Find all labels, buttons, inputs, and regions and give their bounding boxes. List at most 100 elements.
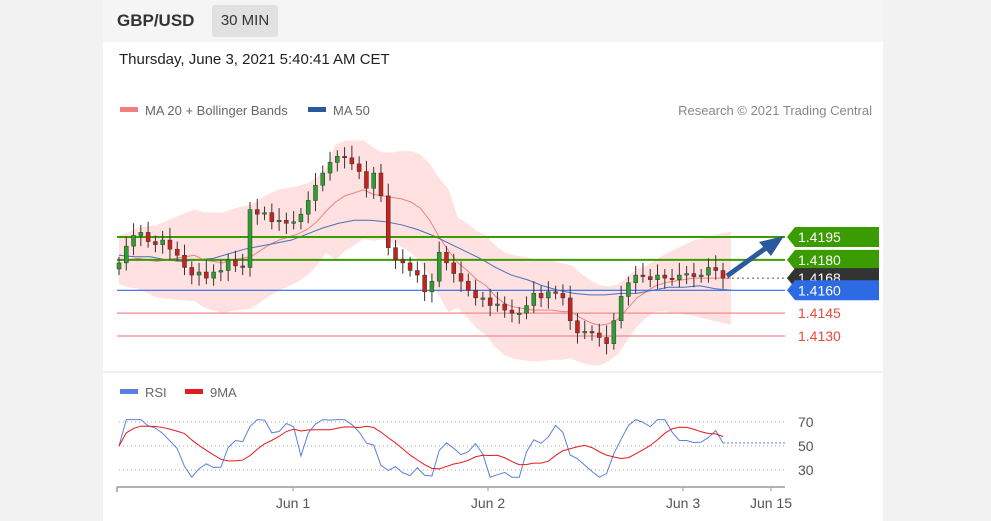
candle-body	[480, 297, 486, 300]
candle-body	[255, 209, 260, 215]
candle-body	[174, 248, 180, 256]
ma50-legend-swatch	[308, 107, 326, 112]
credit-label: Research © 2021 Trading Central	[678, 103, 872, 118]
chart-header: GBP/USD 30 MIN	[103, 0, 883, 42]
rsi-ma-legend-swatch	[185, 389, 203, 394]
time-tick-label: Jun 1	[276, 495, 310, 511]
rsi-level-label: 30	[798, 462, 814, 478]
candle-body	[662, 274, 668, 279]
candle-body	[611, 320, 617, 344]
candle-body	[262, 212, 267, 215]
candle-body	[189, 267, 195, 276]
candle-body	[327, 162, 333, 174]
level-tag-1.4180	[787, 249, 879, 270]
ma20-legend-label: MA 20 + Bollinger Bands	[145, 103, 288, 118]
time-tick-label: Jun 2	[471, 495, 505, 511]
timeframe-button[interactable]: 30 MIN	[212, 5, 278, 37]
rsi-level-label: 50	[798, 438, 814, 454]
rsi-ma-line	[118, 425, 724, 470]
candle-body	[225, 259, 231, 271]
candle-body	[422, 274, 427, 293]
candle-body	[706, 267, 711, 276]
candle-body	[145, 232, 151, 242]
candle-body	[589, 331, 595, 334]
candle-body	[720, 270, 726, 279]
level-tag-text: 1.4130	[798, 328, 841, 344]
candle-body	[647, 276, 653, 280]
candle-body	[218, 270, 224, 273]
candle-body	[342, 156, 347, 159]
candle-body	[233, 259, 238, 267]
candle-body	[436, 251, 442, 282]
candle-body	[531, 293, 537, 306]
candle-body	[691, 273, 697, 277]
candle-body	[553, 291, 558, 294]
chart-canvas[interactable]: MA 20 + Bollinger Bands MA 50 Research ©…	[103, 0, 883, 521]
level-tag-text: 1.4160	[798, 282, 841, 298]
bollinger-band	[119, 140, 731, 366]
candle-body	[444, 251, 449, 264]
rsi-legend-swatch	[120, 389, 138, 394]
candle-body	[276, 219, 282, 223]
rsi-ma-legend-label: 9MA	[210, 385, 237, 400]
candle-body	[196, 271, 202, 276]
candle-body	[509, 309, 515, 314]
candle-body	[698, 274, 704, 277]
candle-body	[407, 262, 413, 271]
arrow-head	[759, 236, 784, 256]
candle-body	[364, 171, 369, 189]
candle-body	[400, 259, 406, 264]
candle-body	[546, 291, 551, 299]
candle-body	[677, 274, 682, 280]
candle-body	[713, 267, 718, 271]
candle-body	[429, 280, 435, 293]
candle-body	[378, 172, 384, 197]
candle-body	[247, 209, 253, 268]
candle-body	[269, 212, 275, 223]
rsi-line	[118, 419, 724, 479]
candle-body	[211, 271, 216, 279]
candle-body	[633, 274, 638, 283]
candle-body	[640, 274, 646, 277]
candle-body	[466, 280, 471, 291]
time-axis: Jun 1 Jun 2 Jun 3 Jun 15	[116, 486, 792, 511]
candle-body	[597, 332, 602, 338]
rsi-grid: 70 50 30	[119, 414, 814, 478]
candle-body	[138, 232, 144, 236]
candle-body	[313, 184, 318, 201]
candle-body	[204, 271, 209, 279]
candle-body	[538, 293, 544, 299]
time-tick-label: Jun 15	[750, 495, 792, 511]
price-levels	[117, 236, 789, 337]
forecast-arrow	[725, 236, 784, 279]
candle-body	[124, 245, 129, 264]
candle-body	[240, 265, 245, 268]
candle-body	[393, 247, 398, 261]
candle-body	[356, 163, 362, 172]
candle-body	[305, 200, 311, 215]
level-tag-1.4195	[787, 227, 879, 247]
candle-body	[473, 290, 478, 299]
candle-body	[626, 282, 631, 297]
candles	[116, 145, 726, 355]
candle-body	[516, 312, 522, 315]
symbol-title: GBP/USD	[117, 11, 195, 30]
ma20-legend-swatch	[120, 107, 138, 112]
candle-body	[582, 331, 587, 334]
candle-body	[575, 320, 580, 334]
candle-body	[371, 172, 376, 189]
candle-body	[284, 219, 289, 224]
candle-body	[335, 156, 340, 163]
level-tag-text: 1.4180	[798, 252, 841, 268]
candle-body	[131, 235, 136, 247]
level-tag-text: 1.4195	[798, 229, 841, 245]
candle-body	[451, 262, 456, 274]
candle-body	[182, 255, 187, 268]
candle-body	[116, 262, 122, 270]
chart-card: GBP/USD 30 MIN Thursday, June 3, 2021 5:…	[103, 0, 883, 521]
candle-body	[386, 195, 391, 248]
candle-body	[291, 221, 296, 224]
level-tag-1.4160	[787, 280, 879, 301]
time-tick-label: Jun 3	[666, 495, 700, 511]
